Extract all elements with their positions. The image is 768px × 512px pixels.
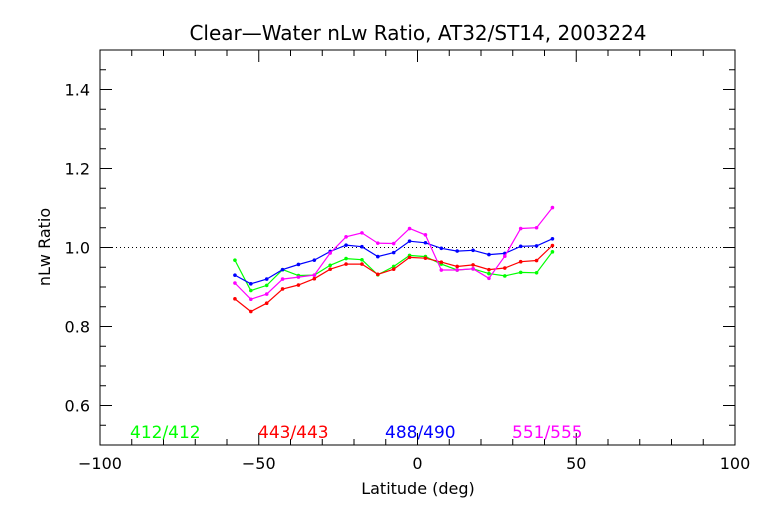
data-point (534, 225, 539, 230)
data-point (439, 246, 444, 251)
legend-entry: 551/555 (512, 423, 583, 443)
y-tick-label: 0.8 (65, 318, 90, 337)
data-point (487, 271, 491, 276)
data-point (233, 281, 237, 285)
x-tick-label: −50 (242, 454, 276, 473)
data-point (550, 250, 555, 254)
y-tick-label: 1.2 (65, 160, 90, 179)
data-point (312, 273, 317, 277)
x-tick-label: 100 (720, 454, 751, 473)
data-point (360, 244, 364, 249)
data-point (487, 276, 491, 281)
data-point (328, 263, 332, 268)
data-point (296, 262, 301, 267)
data-point (280, 267, 285, 272)
legend-entry: 443/443 (258, 423, 329, 443)
data-point (439, 268, 444, 272)
data-point (233, 258, 237, 262)
data-point (360, 231, 364, 235)
data-point (455, 264, 459, 269)
data-point (391, 241, 396, 246)
data-point (376, 241, 380, 245)
data-point (296, 275, 301, 279)
data-point (534, 270, 539, 275)
data-point (344, 235, 348, 239)
data-point (296, 283, 301, 287)
data-point (233, 273, 237, 277)
data-point (550, 243, 555, 248)
legend: 412/412 443/443 488/490 551/555 (130, 423, 583, 443)
data-point (407, 239, 412, 243)
y-tick-label: 0.6 (65, 397, 90, 416)
data-point (344, 243, 348, 247)
data-point (423, 256, 428, 260)
data-point (328, 251, 332, 255)
data-point (423, 240, 428, 245)
x-tick-label: 50 (566, 454, 586, 473)
data-point (360, 257, 364, 262)
data-point (487, 252, 491, 257)
data-point (233, 297, 237, 301)
data-point (439, 260, 444, 264)
data-point (249, 309, 253, 314)
data-point (518, 259, 523, 264)
y-axis-label: nLw Ratio (35, 208, 54, 286)
data-point (407, 255, 412, 260)
data-point (344, 256, 348, 261)
legend-entry: 412/412 (130, 423, 201, 443)
data-point (471, 263, 475, 267)
data-point (518, 270, 523, 275)
data-point (391, 264, 396, 269)
data-point (264, 292, 269, 296)
data-point (249, 297, 253, 302)
data-point (280, 277, 285, 281)
data-point (328, 267, 332, 272)
data-point (471, 267, 475, 271)
x-tick-label: 0 (412, 454, 422, 473)
data-point (407, 226, 412, 231)
data-point (376, 272, 380, 277)
data-point (264, 277, 269, 281)
data-point (471, 248, 475, 253)
data-point (312, 258, 317, 262)
data-point (312, 276, 317, 281)
chart-title: Clear—Water nLw Ratio, AT32/ST14, 200322… (189, 21, 646, 45)
data-point (391, 267, 396, 272)
y-tick-label: 1.0 (65, 239, 90, 258)
data-point (280, 287, 285, 291)
data-point (455, 268, 459, 272)
data-point (487, 267, 491, 272)
series-layer (233, 205, 555, 314)
data-point (550, 205, 555, 210)
series-4 (233, 205, 555, 302)
data-point (344, 262, 348, 266)
x-axis-label: Latitude (deg) (361, 479, 475, 498)
data-point (376, 254, 380, 259)
data-point (534, 258, 539, 263)
series-2 (233, 243, 555, 314)
data-point (264, 301, 269, 305)
data-point (249, 288, 253, 293)
data-point (550, 237, 555, 241)
data-point (264, 283, 269, 288)
data-point (518, 226, 523, 231)
data-point (249, 282, 253, 286)
data-point (503, 266, 507, 270)
data-point (455, 249, 459, 253)
plot-frame (99, 49, 736, 446)
legend-entry: 488/490 (385, 423, 456, 443)
data-point (534, 244, 539, 248)
x-tick-label: −100 (78, 454, 122, 473)
data-point (423, 233, 428, 237)
y-tick-label: 1.4 (65, 81, 90, 100)
axis-ticks: −100 −50 0 50 100 0.6 0.8 1.0 1.2 1.4 (65, 50, 751, 473)
data-point (360, 262, 364, 266)
data-point (503, 274, 507, 278)
data-point (518, 244, 523, 249)
data-point (503, 254, 507, 258)
data-point (391, 250, 396, 255)
